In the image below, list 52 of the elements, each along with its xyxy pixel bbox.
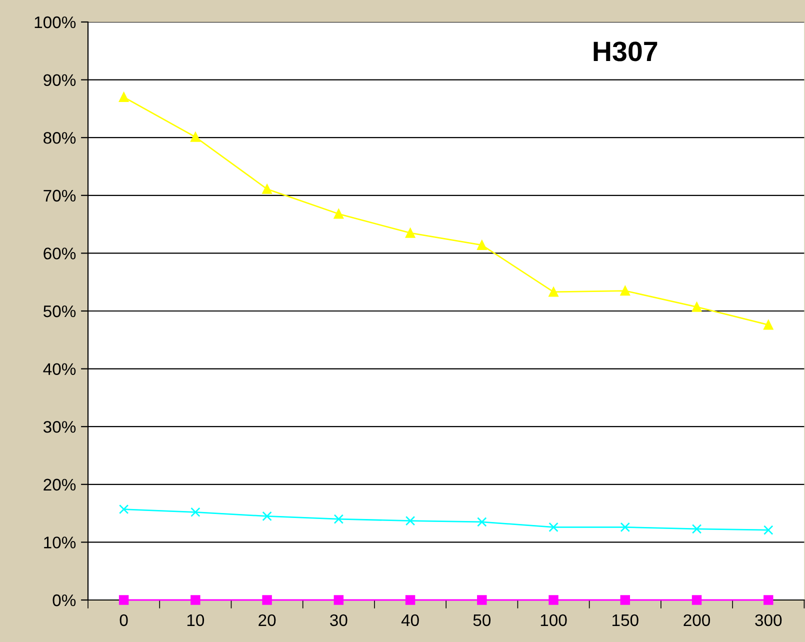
y-tick-label: 20% <box>44 478 76 491</box>
point <box>118 92 129 102</box>
text: H307 <box>594 42 658 62</box>
y-tick-label: 70% <box>44 190 76 202</box>
point <box>118 595 129 605</box>
point <box>334 209 344 219</box>
point <box>190 595 200 605</box>
point <box>764 320 774 330</box>
point <box>262 595 272 605</box>
point <box>620 595 630 605</box>
point <box>764 525 774 535</box>
point <box>477 517 487 527</box>
x-tick-label: 10 <box>187 614 204 626</box>
point <box>548 595 558 605</box>
y-tick-label: 30% <box>43 421 76 433</box>
point <box>548 522 558 532</box>
x-tick-label: 30 <box>330 614 348 626</box>
x-tick-label: 150 <box>612 614 638 626</box>
y-tick-label: 10% <box>44 536 76 548</box>
point <box>190 132 200 142</box>
y-tick-label: 60% <box>44 248 76 260</box>
point <box>692 302 702 312</box>
x-tick-label: 300 <box>755 614 782 626</box>
y-tick-label: 90% <box>44 74 76 86</box>
point <box>477 595 487 605</box>
y-tick-label: 50% <box>44 305 76 318</box>
y-tick-label: 0% <box>52 594 76 606</box>
point <box>692 595 702 605</box>
point <box>764 595 774 605</box>
point <box>405 516 416 526</box>
point <box>692 524 702 534</box>
y-tick-label: 40% <box>43 363 76 376</box>
point <box>262 511 272 522</box>
x-tick-label: 50 <box>473 614 491 626</box>
point <box>405 228 416 238</box>
point <box>548 287 558 297</box>
x-tick-label: 0 <box>120 614 128 626</box>
y-tick-label: 100% <box>34 16 76 28</box>
x-tick-label: 100 <box>540 614 567 626</box>
point <box>477 240 487 250</box>
point <box>334 514 344 524</box>
point <box>190 507 200 518</box>
x-tick-label: 40 <box>401 614 419 626</box>
x-tick-label: 20 <box>258 614 276 626</box>
point <box>405 595 416 605</box>
point <box>118 504 129 514</box>
point <box>620 522 630 532</box>
point <box>334 595 344 605</box>
x-tick-label: 200 <box>684 614 710 626</box>
point <box>262 184 272 194</box>
y-tick-label: 80% <box>44 132 76 144</box>
point <box>620 286 630 296</box>
